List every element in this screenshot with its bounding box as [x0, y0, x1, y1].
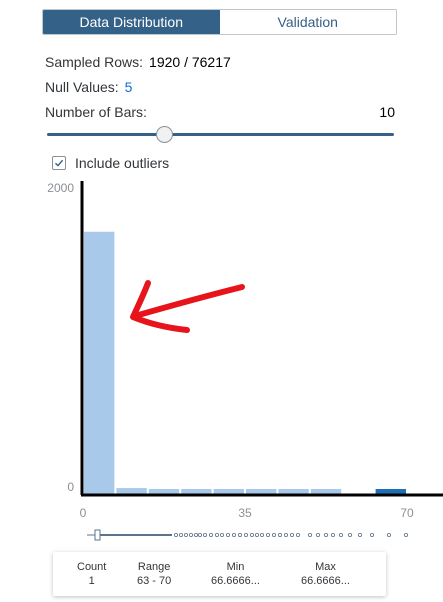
outlier-point [307, 532, 312, 537]
outlier-point [183, 532, 188, 537]
outlier-point [347, 532, 352, 537]
tooltip-min-value: 66.6666... [211, 575, 260, 587]
outlier-point [369, 532, 374, 537]
checkmark-icon [55, 159, 64, 167]
histogram-bar[interactable] [148, 489, 180, 494]
outlier-point [289, 532, 294, 537]
number-of-bars-slider[interactable] [47, 126, 394, 144]
tab-bar: Data Distribution Validation [42, 9, 397, 35]
sampled-rows-row: Sampled Rows: 1920 / 76217 [45, 54, 231, 70]
tooltip-min-label: Min [226, 561, 245, 573]
null-values-link[interactable]: 5 [124, 79, 133, 95]
tooltip-max-label: Max [315, 561, 336, 573]
tooltip-count-value: 1 [88, 575, 95, 587]
outlier-point [271, 532, 276, 537]
tab-data-distribution[interactable]: Data Distribution [43, 10, 220, 34]
number-of-bars-value: 10 [379, 104, 395, 120]
histogram-bar[interactable] [278, 489, 309, 494]
outlier-point [197, 532, 202, 537]
outlier-point [323, 532, 328, 537]
outlier-point [193, 532, 198, 537]
outlier-point [188, 532, 193, 537]
number-of-bars-row: Number of Bars: 10 [45, 104, 395, 120]
tooltip-range: Range 63 - 70 [137, 560, 171, 588]
tooltip-max-value: 66.6666... [301, 575, 350, 587]
tooltip-range-value: 63 - 70 [137, 575, 172, 587]
slider-thumb[interactable] [156, 126, 173, 143]
outlier-point [178, 532, 183, 537]
outlier-point [237, 532, 242, 537]
include-outliers-checkbox[interactable] [52, 156, 66, 170]
x-tick-label: 0 [80, 506, 87, 520]
outlier-point [231, 532, 236, 537]
outlier-point [225, 532, 230, 537]
outlier-point [330, 532, 335, 537]
outlier-point [283, 532, 288, 537]
outlier-point [254, 532, 259, 537]
outlier-point [249, 532, 254, 537]
tooltip-max: Max 66.6666... [301, 560, 350, 588]
outlier-point [259, 532, 264, 537]
outlier-point [208, 532, 213, 537]
histogram-bar[interactable] [181, 489, 212, 494]
histogram-bar[interactable] [84, 231, 115, 495]
bar-tooltip: Count 1 Range 63 - 70 Min 66.6666... Max… [53, 552, 386, 596]
histogram-bar[interactable] [375, 489, 406, 494]
outlier-point [386, 532, 391, 537]
outlier-point [403, 532, 408, 537]
histogram-bar[interactable] [213, 489, 244, 494]
outlier-point [295, 532, 300, 537]
null-values-label: Null Values: [45, 79, 119, 95]
annotation-arrow-icon [130, 280, 245, 333]
outlier-point [265, 532, 270, 537]
outlier-point [214, 532, 219, 537]
outlier-point [315, 532, 320, 537]
outlier-point [173, 532, 178, 537]
histogram-bar[interactable] [310, 489, 342, 494]
tooltip-min: Min 66.6666... [211, 560, 260, 588]
histogram-bar[interactable] [246, 489, 277, 494]
tooltip-range-label: Range [137, 561, 171, 573]
x-tick-label: 70 [400, 506, 414, 520]
outlier-point [277, 532, 282, 537]
outlier-point [219, 532, 224, 537]
include-outliers-label: Include outliers [75, 155, 170, 171]
outlier-point [338, 532, 343, 537]
x-tick-label: 35 [238, 506, 252, 520]
y-tick-label: 2000 [47, 181, 74, 195]
histogram-bar[interactable] [116, 488, 147, 494]
sampled-rows-label: Sampled Rows: [45, 54, 144, 70]
outlier-point [202, 532, 207, 537]
outlier-point [357, 532, 362, 537]
tooltip-count: Count 1 [77, 560, 106, 588]
number-of-bars-label: Number of Bars: [45, 104, 147, 120]
outlier-point [243, 532, 248, 537]
tab-validation[interactable]: Validation [219, 10, 396, 34]
histogram-chart: 2000 0 0 35 70 [0, 178, 443, 558]
null-values-row: Null Values: 5 [45, 79, 132, 95]
slider-track[interactable] [47, 133, 394, 136]
sampled-rows-value: 1920 / 76217 [149, 54, 231, 70]
y-tick-label: 0 [67, 480, 74, 494]
include-outliers-row[interactable]: Include outliers [52, 155, 169, 171]
tooltip-count-label: Count [77, 561, 107, 573]
histogram-svg: 2000 00 35 70 [47, 181, 443, 541]
box-plot-box [94, 529, 101, 541]
